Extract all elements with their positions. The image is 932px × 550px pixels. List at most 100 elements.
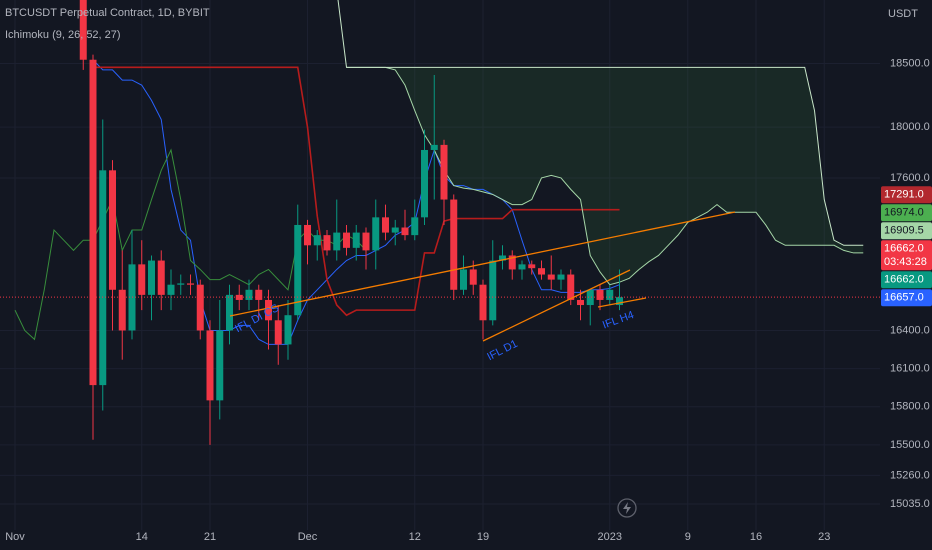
countdown: 03:43:28 xyxy=(884,256,927,268)
candle-body xyxy=(352,232,360,248)
plot-area xyxy=(0,0,880,445)
candle-body xyxy=(79,0,87,60)
candle-body xyxy=(430,144,438,150)
price-badge-label: 16662.0 xyxy=(884,243,924,255)
candle-body xyxy=(382,217,389,233)
candle-body xyxy=(157,260,165,295)
candle-body xyxy=(138,264,146,295)
candle-body xyxy=(557,274,565,280)
candle-body xyxy=(206,330,214,401)
y-unit: USDT xyxy=(888,8,918,20)
candle-body xyxy=(343,232,350,248)
candle-body xyxy=(196,284,204,331)
indicator-line xyxy=(93,66,620,317)
x-tick-label: 23 xyxy=(818,531,830,543)
y-tick-label: 17600.0 xyxy=(890,172,930,184)
candle-body xyxy=(109,170,116,290)
candle-body xyxy=(518,264,526,270)
candle-body xyxy=(235,294,243,300)
candle-body xyxy=(450,199,458,290)
candle-body xyxy=(460,269,467,290)
candle-body xyxy=(255,289,263,300)
trend-line xyxy=(229,211,736,317)
candle-body xyxy=(567,274,575,300)
price-badge-label: 16974.0 xyxy=(884,207,924,219)
y-tick-label: 18000.0 xyxy=(890,121,930,133)
indicator-title: Ichimoku (9, 26, 52, 27) xyxy=(5,29,121,41)
candle-body xyxy=(616,297,623,306)
y-tick-label: 15260.0 xyxy=(890,469,930,481)
candle-body xyxy=(547,274,555,280)
y-tick-label: 15500.0 xyxy=(890,439,930,451)
candle-body xyxy=(421,149,428,218)
x-tick-label: 19 xyxy=(477,531,489,543)
x-tick-label: Nov xyxy=(5,531,25,543)
candle-body xyxy=(401,227,409,236)
candle-body xyxy=(99,170,107,386)
x-tick-label: 12 xyxy=(409,531,421,543)
trend-line xyxy=(597,297,647,308)
y-tick-label: 15035.0 xyxy=(890,498,930,510)
candle-body xyxy=(411,217,419,236)
candle-body xyxy=(508,255,516,270)
candle-body xyxy=(274,320,282,345)
y-tick-label: 15800.0 xyxy=(890,401,930,413)
candle-body xyxy=(313,235,321,246)
indicator-line xyxy=(337,0,864,246)
y-tick-label: 16400.0 xyxy=(890,324,930,336)
candle-body xyxy=(216,330,224,401)
candle-body xyxy=(323,235,331,251)
candle-body xyxy=(489,260,497,321)
x-tick-label: 14 xyxy=(136,531,148,543)
candle-body xyxy=(479,284,487,321)
candle-body xyxy=(391,227,399,233)
replay-icon[interactable] xyxy=(617,498,637,518)
candle-body xyxy=(167,284,175,295)
candle-body xyxy=(333,232,341,251)
candle-body xyxy=(294,224,302,316)
price-labels: 17291.016974.016909.516662.003:43:281666… xyxy=(881,186,932,307)
candle-body xyxy=(118,289,126,331)
x-tick-label: Dec xyxy=(298,531,318,543)
x-tick-label: 21 xyxy=(204,531,216,543)
cloud xyxy=(346,67,864,285)
candle-body xyxy=(148,260,155,295)
trend-line xyxy=(482,269,631,342)
price-badge-label: 16657.0 xyxy=(884,292,924,304)
candle-body xyxy=(372,217,380,251)
price-badge-label: 17291.0 xyxy=(884,189,924,201)
candle-body xyxy=(586,289,594,306)
price-badge xyxy=(881,240,932,271)
candle-body xyxy=(265,299,272,321)
candle-body xyxy=(499,255,506,261)
x-tick-label: 9 xyxy=(685,531,691,543)
candle-body xyxy=(89,59,97,386)
candle-body xyxy=(440,144,448,200)
candle-body xyxy=(284,315,292,345)
candle-body xyxy=(528,264,536,269)
candle-body xyxy=(577,299,584,306)
candle-body xyxy=(304,224,311,246)
candle-body xyxy=(538,268,545,275)
candle-body xyxy=(245,289,253,300)
price-badge-label: 16662.0 xyxy=(884,274,924,286)
candle-body xyxy=(469,269,477,285)
y-tick-label: 16100.0 xyxy=(890,362,930,374)
price-badge xyxy=(881,289,932,307)
candle-body xyxy=(187,283,194,285)
axes: 18500.0 18000.0 17600.0 16400.0 16100.0 15800… xyxy=(5,57,930,542)
price-badge-label: 16909.5 xyxy=(884,225,924,237)
candle-body xyxy=(606,289,614,300)
price-badge xyxy=(881,271,932,289)
chart-title: BTCUSDT Perpetual Contract, 1D, BYBIT xyxy=(5,7,210,19)
candle-body xyxy=(596,289,604,300)
x-tick-label: 16 xyxy=(750,531,762,543)
candle-body xyxy=(362,232,370,251)
candle-body xyxy=(177,283,185,285)
price-badge xyxy=(881,222,932,240)
y-tick-label: 18500.0 xyxy=(890,57,930,69)
price-badge xyxy=(881,186,932,204)
x-tick-label: 2023 xyxy=(598,531,622,543)
candle-body xyxy=(226,294,233,331)
